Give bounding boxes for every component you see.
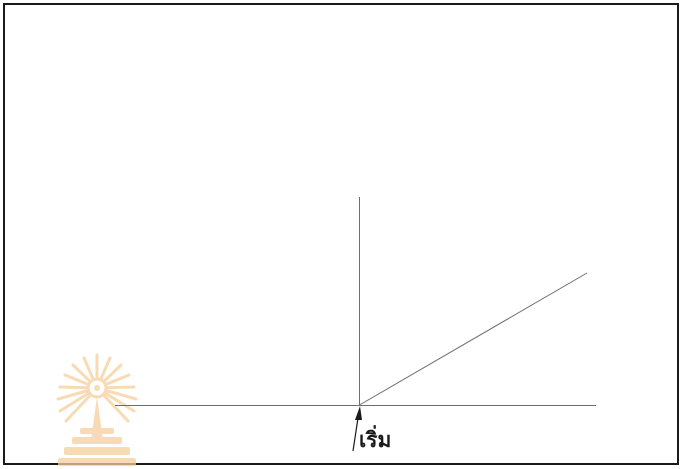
start-label: เริ่ม — [359, 428, 392, 452]
oblique-ray — [359, 272, 588, 406]
chulalongkorn-university-emblem-icon — [56, 353, 138, 466]
start-arrow — [352, 406, 362, 452]
